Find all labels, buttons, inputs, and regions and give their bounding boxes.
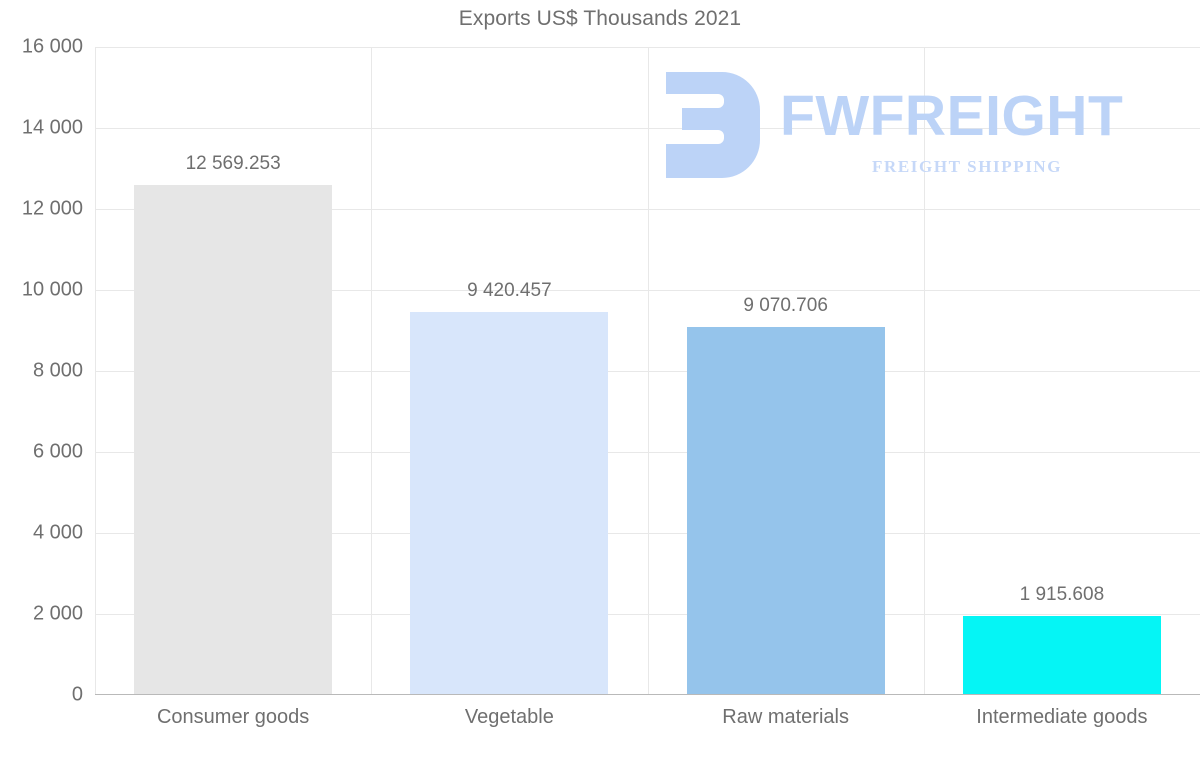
y-axis-tick-label: 2 000 <box>32 602 83 625</box>
x-axis-tick-label: Intermediate goods <box>976 706 1148 728</box>
y-axis-tick-label: 8 000 <box>32 359 83 382</box>
chart-title: Exports US$ Thousands 2021 <box>458 7 742 30</box>
gridline-horizontal <box>95 614 1200 615</box>
gridline-horizontal <box>95 209 1200 210</box>
plot-area <box>95 47 1200 695</box>
y-axis-tick-label: 4 000 <box>32 521 83 544</box>
bar-value-label: 9 070.706 <box>743 294 828 316</box>
gridline-horizontal <box>95 452 1200 453</box>
gridline-vertical <box>924 47 925 695</box>
y-axis-tick-label: 6 000 <box>32 440 83 463</box>
x-axis-line <box>95 694 1200 695</box>
bar[interactable] <box>686 326 885 694</box>
gridline-vertical <box>95 47 96 695</box>
bar[interactable] <box>134 184 333 694</box>
gridline-horizontal <box>95 47 1200 48</box>
gridline-horizontal <box>95 533 1200 534</box>
gridline-horizontal <box>95 290 1200 291</box>
x-axis-tick-label: Consumer goods <box>156 706 310 728</box>
bar-value-label: 9 420.457 <box>467 280 552 302</box>
gridline-horizontal <box>95 371 1200 372</box>
y-axis-tick-label: 12 000 <box>21 197 83 220</box>
y-axis-tick-label: 14 000 <box>21 116 83 139</box>
gridline-vertical <box>371 47 372 695</box>
y-axis-tick-label: 10 000 <box>21 278 83 301</box>
bar[interactable] <box>962 616 1161 694</box>
y-axis-tick-label: 16 000 <box>21 35 83 58</box>
gridline-vertical <box>648 47 649 695</box>
bar-value-label: 1 915.608 <box>1019 584 1105 606</box>
x-axis-tick-label: Vegetable <box>464 706 554 728</box>
gridline-horizontal <box>95 128 1200 129</box>
bar-value-label: 12 569.253 <box>185 152 281 174</box>
bar[interactable] <box>410 312 609 694</box>
y-axis-tick-label: 0 <box>71 683 83 706</box>
x-axis-tick-label: Raw materials <box>722 706 849 728</box>
